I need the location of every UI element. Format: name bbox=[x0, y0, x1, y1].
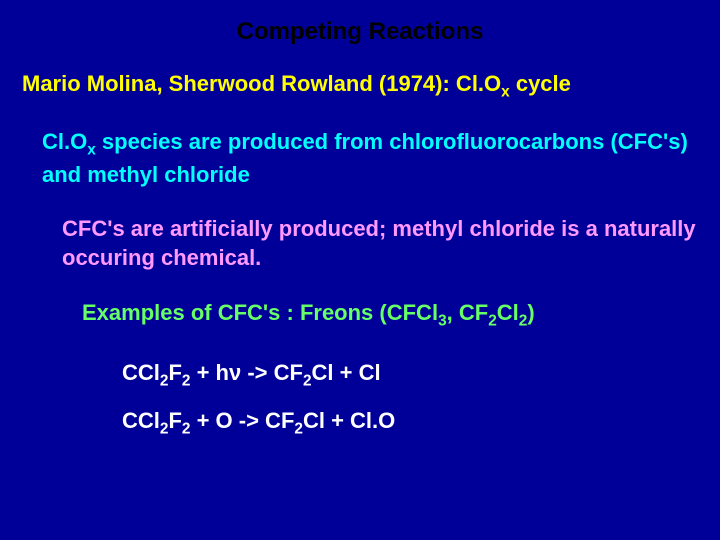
clox-sub: x bbox=[87, 142, 96, 159]
authors-text-post: cycle bbox=[510, 71, 571, 96]
ex-pre: Examples of CFC's : Freons (CFCl bbox=[82, 300, 438, 325]
r2-b: F bbox=[168, 408, 181, 433]
reaction-2: CCl2F2 + O -> CF2Cl + Cl.O bbox=[122, 407, 698, 439]
slide-body: Competing Reactions Mario Molina, Sherwo… bbox=[0, 0, 720, 540]
ex-post: ) bbox=[527, 300, 534, 325]
r2-a: CCl bbox=[122, 408, 160, 433]
r2-c: + O -> CF bbox=[190, 408, 294, 433]
reaction-1: CCl2F2 + hν -> CF2Cl + Cl bbox=[122, 359, 698, 391]
r1-d: Cl + Cl bbox=[312, 360, 381, 385]
authors-text-pre: Mario Molina, Sherwood Rowland (1974): C… bbox=[22, 71, 501, 96]
clox-pre: Cl.O bbox=[42, 129, 87, 154]
r1-s3: 2 bbox=[303, 372, 312, 389]
r2-d: Cl + Cl.O bbox=[303, 408, 395, 433]
cfc-artificial-line: CFC's are artificially produced; methyl … bbox=[62, 215, 698, 272]
r1-a: CCl bbox=[122, 360, 160, 385]
ex-mid: , CF bbox=[447, 300, 489, 325]
clox-post: species are produced from chlorofluoroca… bbox=[42, 129, 688, 186]
clox-species-line: Cl.Ox species are produced from chlorofl… bbox=[42, 128, 698, 189]
authors-sub: x bbox=[501, 83, 510, 100]
examples-line: Examples of CFC's : Freons (CFCl3, CF2Cl… bbox=[82, 299, 698, 331]
r2-s3: 2 bbox=[294, 421, 303, 438]
slide-title: Competing Reactions bbox=[22, 18, 698, 46]
r1-c: + hν -> CF bbox=[190, 360, 302, 385]
ex-mid2: Cl bbox=[497, 300, 519, 325]
authors-line: Mario Molina, Sherwood Rowland (1974): C… bbox=[22, 70, 698, 102]
r1-b: F bbox=[168, 360, 181, 385]
ex-s1: 3 bbox=[438, 312, 447, 329]
ex-s2: 2 bbox=[488, 312, 497, 329]
